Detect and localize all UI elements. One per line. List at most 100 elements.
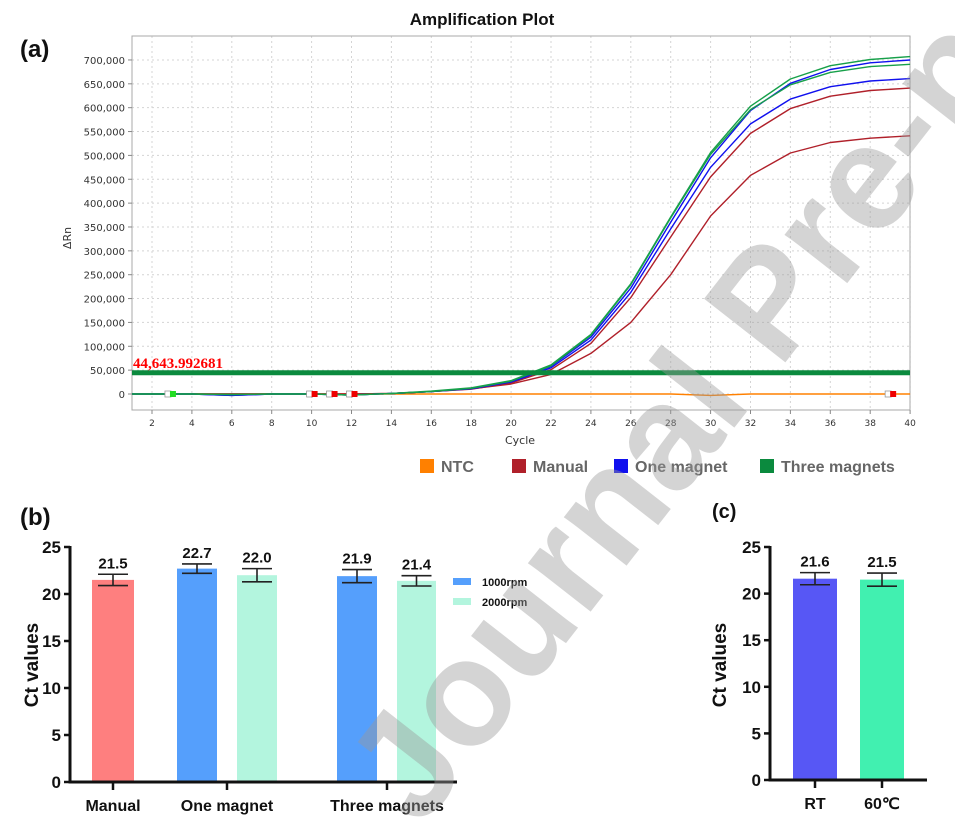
y-tick-label: 25 (42, 538, 61, 557)
x-tick-label: 26 (625, 419, 637, 429)
legend-label: 1000rpm (482, 577, 527, 589)
x-tick-label: 4 (189, 419, 195, 429)
watermark: Journal Pre-proof (313, 0, 955, 835)
category-label: Manual (85, 798, 140, 815)
bar-three-magnets (397, 580, 436, 781)
ct-marker (311, 391, 318, 397)
plot-a-legend: NTC Manual One magnet Three magnets (420, 459, 895, 476)
ct-marker (169, 391, 176, 397)
bar-value-label: 21.4 (402, 557, 432, 574)
category-label: 60℃ (864, 796, 900, 813)
legend-swatch-2000rpm (453, 598, 471, 605)
plot-b: 0 5 10 15 20 25 21.5 22.7 22.0 21.9 21.4 Manual One … (42, 538, 527, 815)
legend-swatch-ntc (420, 459, 434, 473)
y-tick-label: 10 (42, 679, 61, 698)
panel-a-label: (a) (20, 36, 49, 63)
threshold-label: 44,643.992681 (133, 356, 223, 372)
y-tick-label: 350,000 (84, 223, 125, 234)
y-tick-label: 5 (52, 726, 61, 745)
amplification-plot-title: Amplification Plot (410, 10, 555, 29)
y-tick-label: 100,000 (84, 342, 125, 353)
panel-b-label: (b) (20, 504, 51, 531)
y-tick-label: 0 (119, 390, 125, 401)
y-tick-label: 600,000 (84, 104, 125, 115)
bar-60℃ (860, 579, 904, 779)
bar-value-label: 21.6 (800, 554, 829, 571)
bar-value-label: 22.7 (182, 545, 211, 562)
plot-a-x-axis-label: Cycle (505, 434, 535, 447)
plot-a-y-ticks: 0 50,000 100,000 150,000 200,000 250,000 300,0… (84, 56, 132, 401)
bar-manual (92, 579, 134, 781)
x-tick-label: 6 (229, 419, 235, 429)
y-tick-label: 400,000 (84, 199, 125, 210)
bar-value-label: 21.5 (867, 554, 896, 571)
y-tick-label: 15 (42, 632, 61, 651)
x-tick-label: 18 (465, 419, 477, 429)
y-tick-label: 20 (42, 585, 61, 604)
y-tick-label: 15 (742, 631, 761, 650)
bar-three-magnets (337, 576, 377, 781)
plot-a-series (132, 55, 911, 397)
x-tick-label: 20 (505, 419, 517, 429)
x-tick-label: 16 (426, 419, 438, 429)
y-tick-label: 20 (742, 585, 761, 604)
category-label: RT (804, 796, 826, 813)
category-label: Three magnets (330, 798, 444, 815)
plot-a-x-ticks: 2 4 6 8 10 12 14 16 18 20 22 24 26 28 30 32 34 36 38 40 (149, 410, 916, 429)
panel-c-label: (c) (712, 501, 736, 523)
y-tick-label: 25 (742, 538, 761, 557)
y-tick-label: 650,000 (84, 80, 125, 91)
y-tick-label: 300,000 (84, 247, 125, 258)
y-tick-label: 200,000 (84, 295, 125, 306)
x-tick-label: 32 (745, 419, 756, 429)
ct-marker (351, 391, 358, 397)
legend-swatch-manual (512, 459, 526, 473)
y-tick-label: 10 (742, 678, 761, 697)
legend-label: 2000rpm (482, 597, 527, 609)
legend-swatch-1000rpm (453, 578, 471, 585)
y-tick-label: 550,000 (84, 128, 125, 139)
y-tick-label: 0 (752, 771, 761, 790)
series-line-three-magnets (132, 55, 911, 396)
x-tick-label: 14 (386, 419, 398, 429)
ct-marker (890, 391, 897, 397)
x-tick-label: 8 (269, 419, 275, 429)
legend-swatch-three-magnets (760, 459, 774, 473)
x-tick-label: 22 (545, 419, 556, 429)
bar-value-label: 22.0 (242, 550, 271, 567)
plot-c-y-axis-label: Ct values (710, 623, 731, 707)
x-tick-label: 24 (585, 419, 597, 429)
y-tick-label: 50,000 (90, 366, 125, 377)
y-tick-label: 150,000 (84, 318, 125, 329)
ct-marker (331, 391, 338, 397)
legend-label: Three magnets (781, 459, 895, 476)
bar-one-magnet (177, 568, 217, 781)
plot-c: 0 5 10 15 20 25 21.6 21.5 RT 60℃ (742, 538, 927, 813)
x-tick-label: 30 (705, 419, 717, 429)
plot-b-y-axis-label: Ct values (22, 623, 43, 707)
y-tick-label: 700,000 (84, 56, 125, 67)
category-label: One magnet (181, 798, 274, 815)
x-tick-label: 28 (665, 419, 677, 429)
y-tick-label: 500,000 (84, 151, 125, 162)
plot-a-y-axis-label: ΔRn (61, 227, 74, 249)
bar-value-label: 21.9 (342, 551, 371, 568)
bar-rt (793, 578, 837, 779)
bar-one-magnet (237, 575, 277, 781)
x-tick-label: 34 (785, 419, 797, 429)
legend-swatch-one-magnet (614, 459, 628, 473)
x-tick-label: 40 (904, 419, 916, 429)
y-tick-label: 450,000 (84, 175, 125, 186)
x-tick-label: 38 (864, 419, 876, 429)
x-tick-label: 12 (346, 419, 357, 429)
x-tick-label: 10 (306, 419, 318, 429)
plot-a-markers (164, 390, 897, 398)
y-tick-label: 5 (752, 724, 761, 743)
legend-label: One magnet (635, 459, 728, 476)
bar-value-label: 21.5 (98, 555, 127, 572)
y-tick-label: 0 (52, 773, 61, 792)
x-tick-label: 2 (149, 419, 155, 429)
y-tick-label: 250,000 (84, 271, 125, 282)
legend-label: NTC (441, 459, 474, 476)
